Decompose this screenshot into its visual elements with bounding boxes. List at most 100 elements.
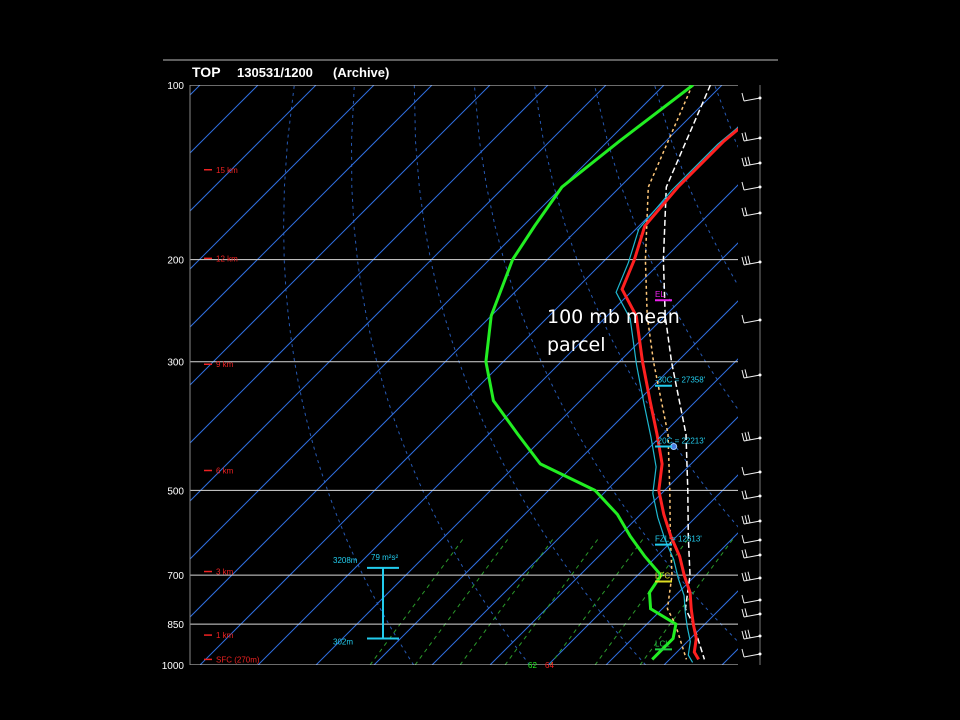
mixing-ratio-line: [414, 536, 511, 665]
height-marker-label: SFC (270m): [216, 655, 260, 664]
pressure-tick-label: 500: [167, 486, 184, 497]
wind-barb: [741, 490, 761, 500]
isotherm-line: [547, 474, 738, 665]
mixing-ratio-line: [549, 536, 646, 665]
dry-adiabat-line: [533, 85, 738, 528]
surface-dewpoint-label: 62: [528, 661, 537, 670]
helicity-top-label: 3208m: [333, 556, 358, 565]
height-marker-label: 15 km: [216, 166, 238, 175]
pressure-tick-label: 200: [167, 256, 184, 267]
isotherm-line: [373, 300, 738, 665]
wind-barb: [741, 534, 761, 544]
isotherm-line: [190, 85, 375, 270]
parcel-callout: 100 mb mean parcel: [547, 306, 680, 356]
wind-barb-dot: [758, 136, 762, 140]
wind-barb-dot: [758, 612, 762, 616]
wind-barb: [741, 92, 761, 102]
helicity-bottom-label: 302m: [333, 637, 353, 646]
pressure-tick-label: 300: [167, 358, 184, 369]
wind-barb-dot: [758, 598, 762, 602]
mixing-ratio-line: [459, 536, 556, 665]
isotherm-line: [257, 184, 738, 665]
wind-barb-dot: [758, 96, 762, 100]
level-marker-label: EL: [655, 290, 665, 299]
wind-barb-dot: [758, 538, 762, 542]
mixing-ratio-line: [504, 536, 601, 665]
isotherm-line: [605, 532, 738, 665]
wind-barb: [741, 156, 761, 167]
wind-barb: [741, 571, 761, 582]
helicity-value-label: 79 m²s²: [371, 553, 398, 562]
isotherm-line: [489, 416, 738, 665]
wind-barb: [741, 181, 761, 191]
height-marker-label: 9 km: [216, 360, 234, 369]
isotherm-line: [315, 242, 738, 665]
header-datetime: 130531/1200: [237, 65, 313, 80]
wind-barb-dot: [758, 470, 762, 474]
pressure-tick-label: 1000: [162, 661, 185, 672]
surface-temperature-label: 64: [545, 661, 554, 670]
wind-barb-dot: [758, 634, 762, 638]
wind-barb-dot: [758, 185, 762, 189]
wind-barb: [741, 549, 761, 559]
height-marker-label: 6 km: [216, 466, 234, 475]
wind-barb: [741, 314, 761, 324]
pressure-tick-label: 850: [167, 620, 184, 631]
labels-layer: 100 200 300 500 700 850 1000 15 km 12 km 9 km 6 km…: [162, 81, 762, 672]
height-marker-label: 12 km: [216, 254, 238, 263]
wind-barb-dot: [758, 260, 762, 264]
wind-barb: [741, 629, 761, 640]
virtual-temperature-trace: [615, 126, 738, 663]
level-marker-label: LFC: [655, 572, 670, 581]
pressure-tick-label: 700: [167, 571, 184, 582]
wind-barb: [741, 514, 761, 525]
wind-barb-dot: [758, 161, 762, 165]
wind-barb: [741, 369, 761, 379]
grid-layer: [190, 85, 738, 665]
wind-barb: [741, 648, 761, 658]
isotherm-line: [190, 85, 723, 618]
height-marker-label: 3 km: [216, 568, 234, 577]
isotherm-line: [190, 85, 317, 212]
isotherm-line: [190, 85, 549, 444]
wind-barb-dot: [758, 373, 762, 377]
wind-barb-dot: [758, 652, 762, 656]
marks-layer: [484, 85, 738, 663]
wind-barb: [741, 132, 761, 142]
wind-barb: [741, 431, 761, 442]
wind-barb: [741, 608, 761, 618]
level-marker-label: FZL = 12613': [655, 535, 702, 544]
wind-barb-dot: [758, 576, 762, 580]
level-marker-label: -30C = 27358': [655, 376, 706, 385]
dry-adiabat-line: [413, 85, 647, 665]
wind-barb: [741, 594, 761, 604]
level-marker-label: -20C = 22213': [655, 436, 706, 445]
height-marker-label: 1 km: [216, 631, 234, 640]
mixing-ratio-line: [369, 536, 466, 665]
mixing-ratio-line: [594, 536, 691, 665]
chart-area: [163, 60, 778, 680]
header-archive-tag: (Archive): [333, 65, 389, 80]
pressure-tick-label: 100: [167, 81, 184, 92]
wind-barb: [741, 207, 761, 217]
isotherm-line: [190, 85, 491, 386]
mixing-ratio-line: [639, 536, 736, 665]
wind-barb-dot: [758, 494, 762, 498]
wind-barb: [741, 466, 761, 476]
dry-adiabat-line: [283, 85, 415, 665]
wind-barb-dot: [758, 211, 762, 215]
wind-barb-dot: [758, 436, 762, 440]
wind-barb-dot: [758, 553, 762, 557]
isotherm-line: [190, 85, 433, 328]
dewpoint-trace: [484, 85, 694, 661]
isotherm-line: [190, 85, 607, 502]
level-marker-label: LCL: [655, 639, 670, 648]
isotherm-line: [431, 358, 738, 665]
parcel-trace: [662, 85, 712, 660]
header-station: TOP: [192, 64, 221, 80]
temperature-trace: [620, 127, 738, 661]
wind-barb-dot: [758, 318, 762, 322]
wind-barb: [741, 255, 761, 266]
wind-barb-dot: [758, 519, 762, 523]
